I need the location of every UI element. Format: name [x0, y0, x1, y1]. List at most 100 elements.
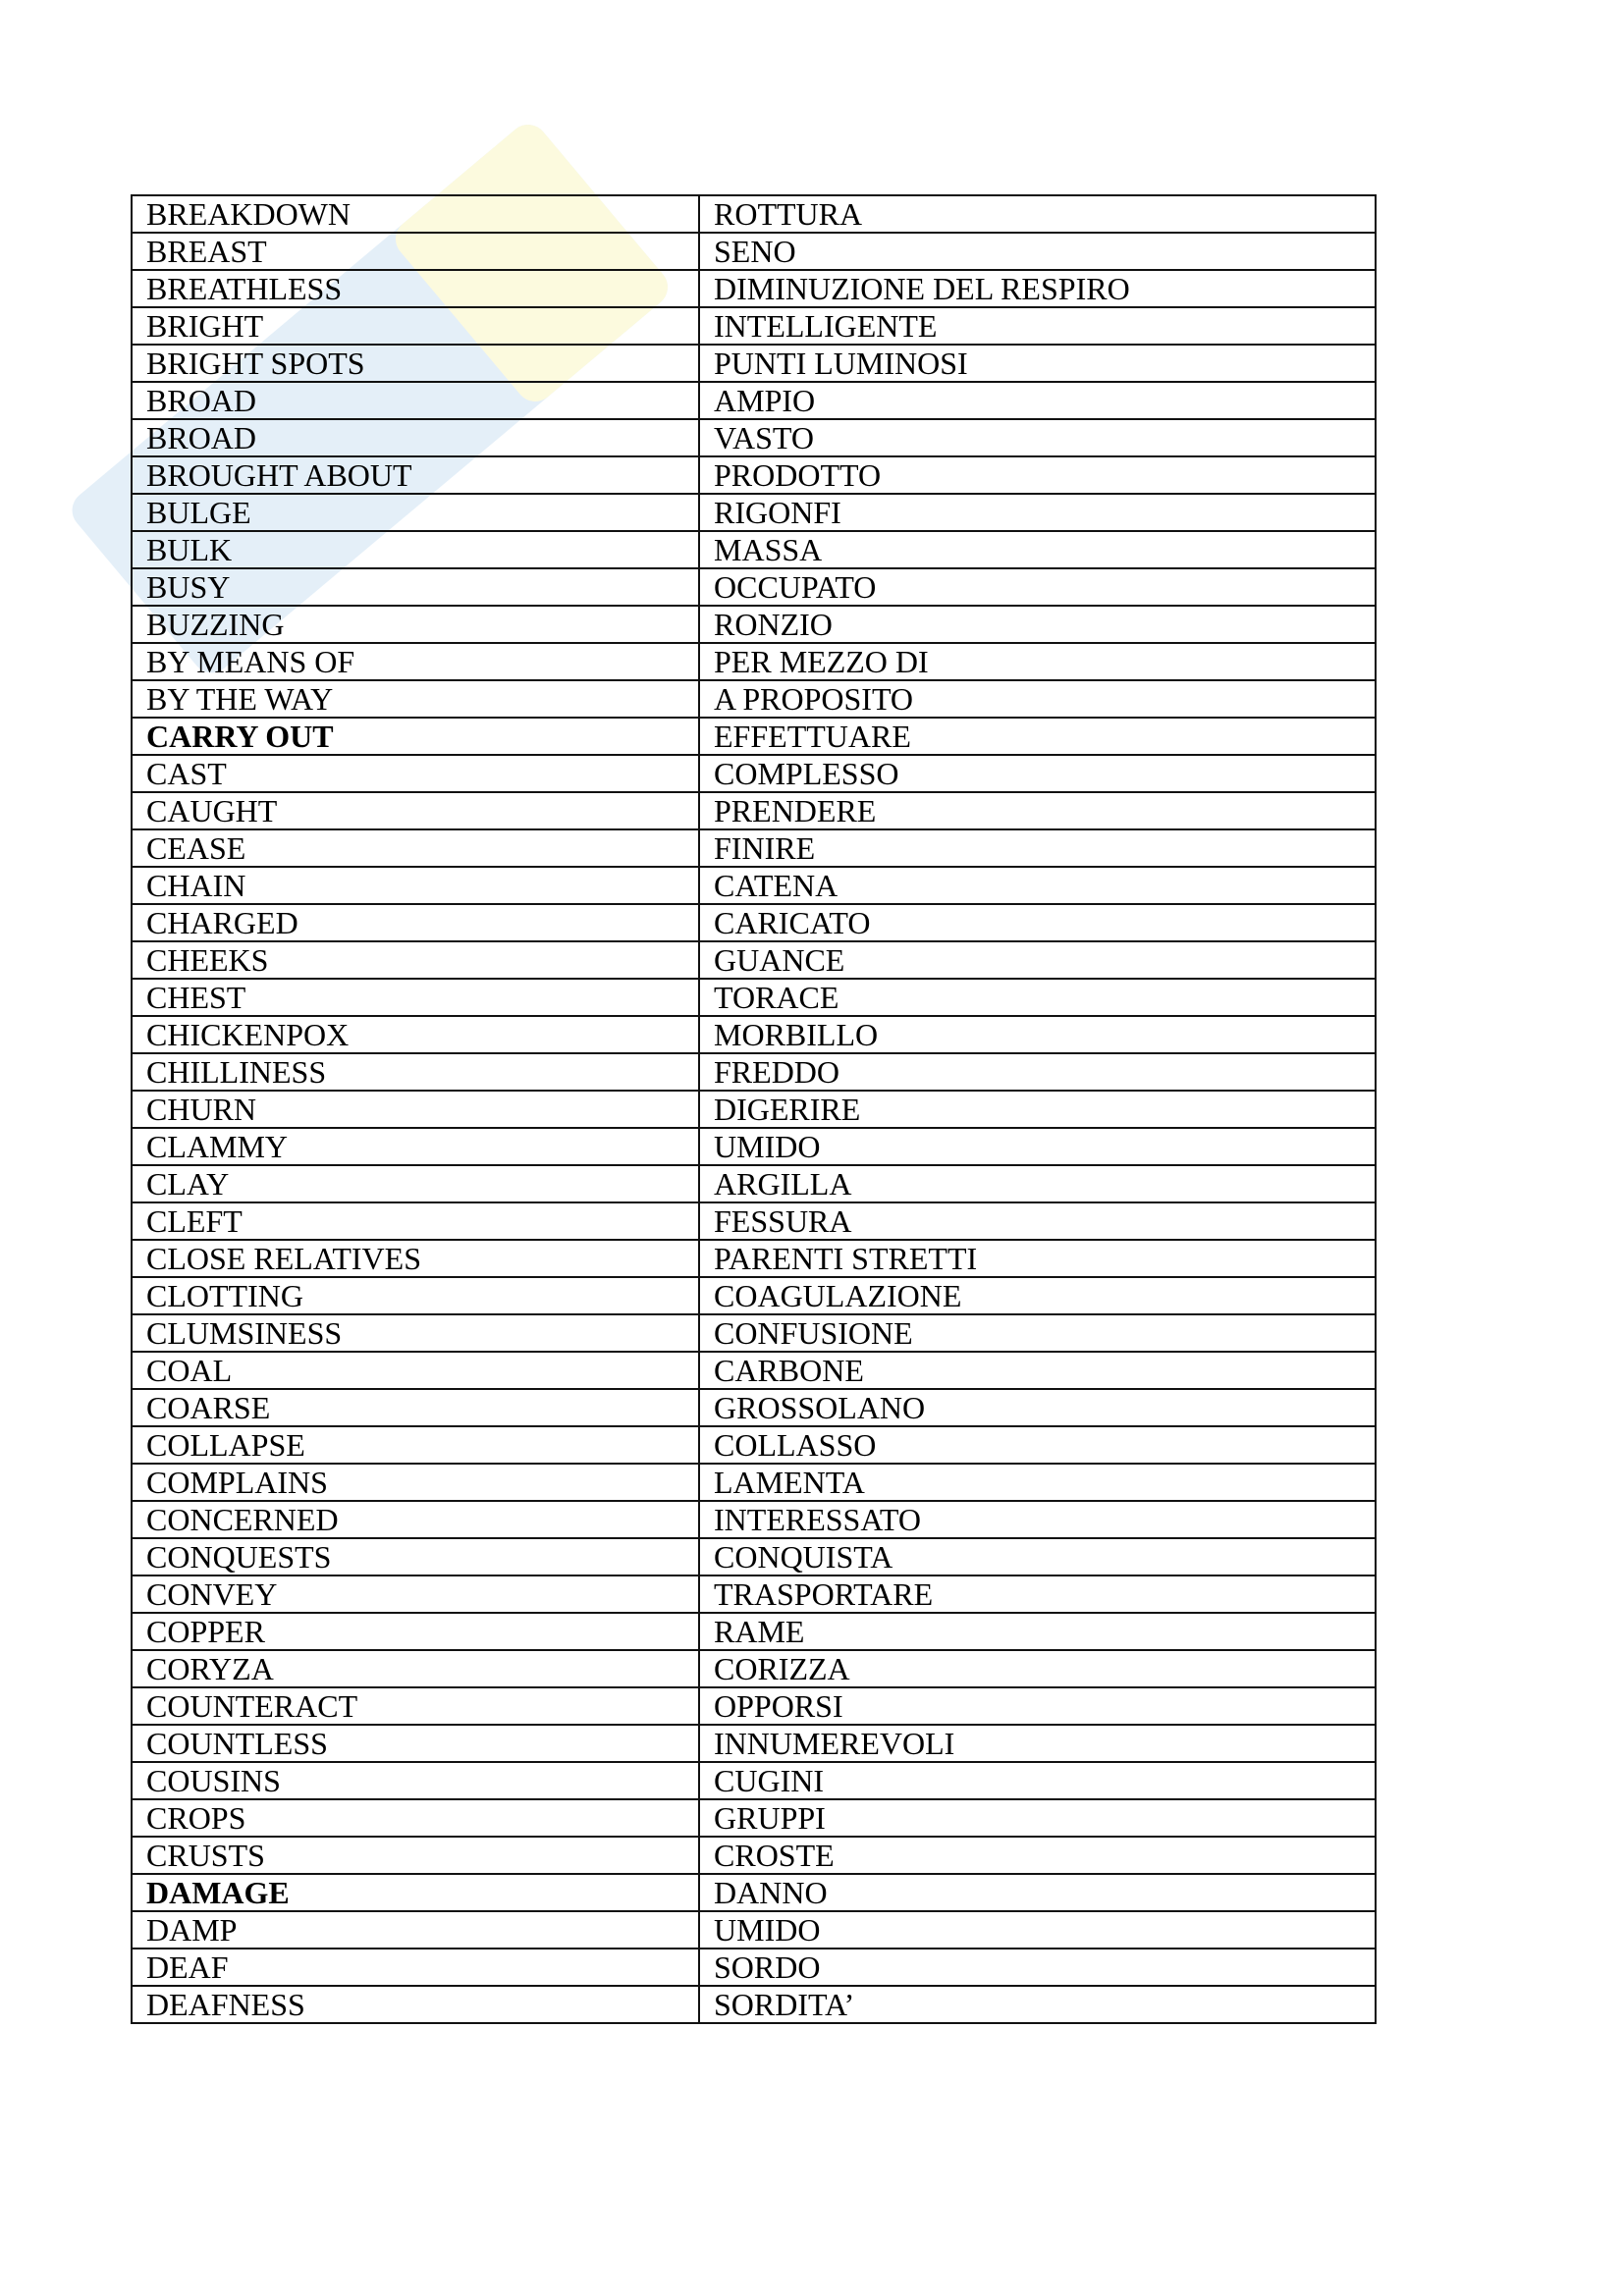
- table-row: COPPER RAME: [131, 1612, 1377, 1651]
- table-row: COARSE GROSSOLANO: [131, 1388, 1377, 1427]
- english-term: BREAKDOWN: [131, 194, 700, 234]
- italian-translation: OPPORSI: [698, 1686, 1377, 1726]
- english-term: CONCERNED: [131, 1500, 700, 1539]
- italian-translation: MORBILLO: [698, 1015, 1377, 1054]
- table-row: BY THE WAY A PROPOSITO: [131, 679, 1377, 719]
- italian-translation: SORDO: [698, 1948, 1377, 1987]
- italian-translation: FINIRE: [698, 828, 1377, 868]
- italian-translation: FESSURA: [698, 1201, 1377, 1241]
- table-row: CONQUESTS CONQUISTA: [131, 1537, 1377, 1576]
- english-term: COAL: [131, 1351, 700, 1390]
- italian-translation: PRODOTTO: [698, 455, 1377, 495]
- table-row: BULGE RIGONFI: [131, 493, 1377, 532]
- table-row: CONCERNED INTERESSATO: [131, 1500, 1377, 1539]
- table-row: COUNTERACT OPPORSI: [131, 1686, 1377, 1726]
- english-term: COLLAPSE: [131, 1425, 700, 1465]
- vocabulary-table: BREAKDOWN ROTTURA BREAST SENO BREATHLESS DIMI…: [131, 194, 1377, 2024]
- english-term: CHURN: [131, 1090, 700, 1129]
- english-term: BREATHLESS: [131, 269, 700, 308]
- english-term: BULK: [131, 530, 700, 569]
- english-term: BY THE WAY: [131, 679, 700, 719]
- english-term: COARSE: [131, 1388, 700, 1427]
- italian-translation: CONFUSIONE: [698, 1313, 1377, 1353]
- table-row: COLLAPSE COLLASSO: [131, 1425, 1377, 1465]
- italian-translation: CONQUISTA: [698, 1537, 1377, 1576]
- italian-translation: EFFETTUARE: [698, 717, 1377, 756]
- english-term: BROUGHT ABOUT: [131, 455, 700, 495]
- table-row: BREAST SENO: [131, 232, 1377, 271]
- english-term: CHICKENPOX: [131, 1015, 700, 1054]
- italian-translation: DIGERIRE: [698, 1090, 1377, 1129]
- italian-translation: CARICATO: [698, 903, 1377, 942]
- english-term: CHEST: [131, 978, 700, 1017]
- italian-translation: SORDITA’: [698, 1985, 1377, 2024]
- italian-translation: COMPLESSO: [698, 754, 1377, 793]
- italian-translation: PARENTI STRETTI: [698, 1239, 1377, 1278]
- italian-translation: CUGINI: [698, 1761, 1377, 1800]
- table-row: COAL CARBONE: [131, 1351, 1377, 1390]
- italian-translation: TORACE: [698, 978, 1377, 1017]
- italian-translation: INNUMEREVOLI: [698, 1724, 1377, 1763]
- table-row: BROAD VASTO: [131, 418, 1377, 457]
- table-row: DAMAGE DANNO: [131, 1873, 1377, 1912]
- italian-translation: RIGONFI: [698, 493, 1377, 532]
- table-row: CRUSTS CROSTE: [131, 1836, 1377, 1875]
- italian-translation: ARGILLA: [698, 1164, 1377, 1203]
- italian-translation: COLLASSO: [698, 1425, 1377, 1465]
- table-row: CLAMMY UMIDO: [131, 1127, 1377, 1166]
- english-term: COUSINS: [131, 1761, 700, 1800]
- table-row: CLOTTING COAGULAZIONE: [131, 1276, 1377, 1315]
- italian-translation: GRUPPI: [698, 1798, 1377, 1838]
- italian-translation: ROTTURA: [698, 194, 1377, 234]
- italian-translation: RAME: [698, 1612, 1377, 1651]
- english-term: CAST: [131, 754, 700, 793]
- italian-translation: MASSA: [698, 530, 1377, 569]
- english-term: CLOSE RELATIVES: [131, 1239, 700, 1278]
- italian-translation: A PROPOSITO: [698, 679, 1377, 719]
- italian-translation: INTELLIGENTE: [698, 306, 1377, 346]
- english-term: BROAD: [131, 418, 700, 457]
- table-row: BRIGHT INTELLIGENTE: [131, 306, 1377, 346]
- italian-translation: FREDDO: [698, 1052, 1377, 1092]
- english-term: CLOTTING: [131, 1276, 700, 1315]
- english-term: CONVEY: [131, 1575, 700, 1614]
- table-row: CARRY OUT EFFETTUARE: [131, 717, 1377, 756]
- english-term: CLEFT: [131, 1201, 700, 1241]
- table-row: CLAY ARGILLA: [131, 1164, 1377, 1203]
- english-term: DAMP: [131, 1910, 700, 1949]
- english-term: BROAD: [131, 381, 700, 420]
- english-term: CARRY OUT: [131, 717, 700, 756]
- table-row: BUZZING RONZIO: [131, 605, 1377, 644]
- italian-translation: OCCUPATO: [698, 567, 1377, 607]
- table-row: CHARGED CARICATO: [131, 903, 1377, 942]
- italian-translation: UMIDO: [698, 1910, 1377, 1949]
- table-row: BREATHLESS DIMINUZIONE DEL RESPIRO: [131, 269, 1377, 308]
- table-row: CEASE FINIRE: [131, 828, 1377, 868]
- vocabulary-table-body: BREAKDOWN ROTTURA BREAST SENO BREATHLESS DIMI…: [131, 194, 1377, 2024]
- english-term: BY MEANS OF: [131, 642, 700, 681]
- english-term: CONQUESTS: [131, 1537, 700, 1576]
- table-row: CLEFT FESSURA: [131, 1201, 1377, 1241]
- italian-translation: PUNTI LUMINOSI: [698, 344, 1377, 383]
- table-row: CORYZA CORIZZA: [131, 1649, 1377, 1688]
- table-row: COUNTLESS INNUMEREVOLI: [131, 1724, 1377, 1763]
- italian-translation: DANNO: [698, 1873, 1377, 1912]
- table-row: CAUGHT PRENDERE: [131, 791, 1377, 830]
- italian-translation: GROSSOLANO: [698, 1388, 1377, 1427]
- italian-translation: UMIDO: [698, 1127, 1377, 1166]
- english-term: CLAMMY: [131, 1127, 700, 1166]
- table-row: DEAFNESS SORDITA’: [131, 1985, 1377, 2024]
- english-term: BULGE: [131, 493, 700, 532]
- english-term: COMPLAINS: [131, 1463, 700, 1502]
- english-term: CRUSTS: [131, 1836, 700, 1875]
- english-term: BREAST: [131, 232, 700, 271]
- italian-translation: GUANCE: [698, 940, 1377, 980]
- italian-translation: VASTO: [698, 418, 1377, 457]
- english-term: COUNTLESS: [131, 1724, 700, 1763]
- italian-translation: RONZIO: [698, 605, 1377, 644]
- english-term: BRIGHT: [131, 306, 700, 346]
- table-row: CHEEKS GUANCE: [131, 940, 1377, 980]
- english-term: CEASE: [131, 828, 700, 868]
- italian-translation: DIMINUZIONE DEL RESPIRO: [698, 269, 1377, 308]
- english-term: CROPS: [131, 1798, 700, 1838]
